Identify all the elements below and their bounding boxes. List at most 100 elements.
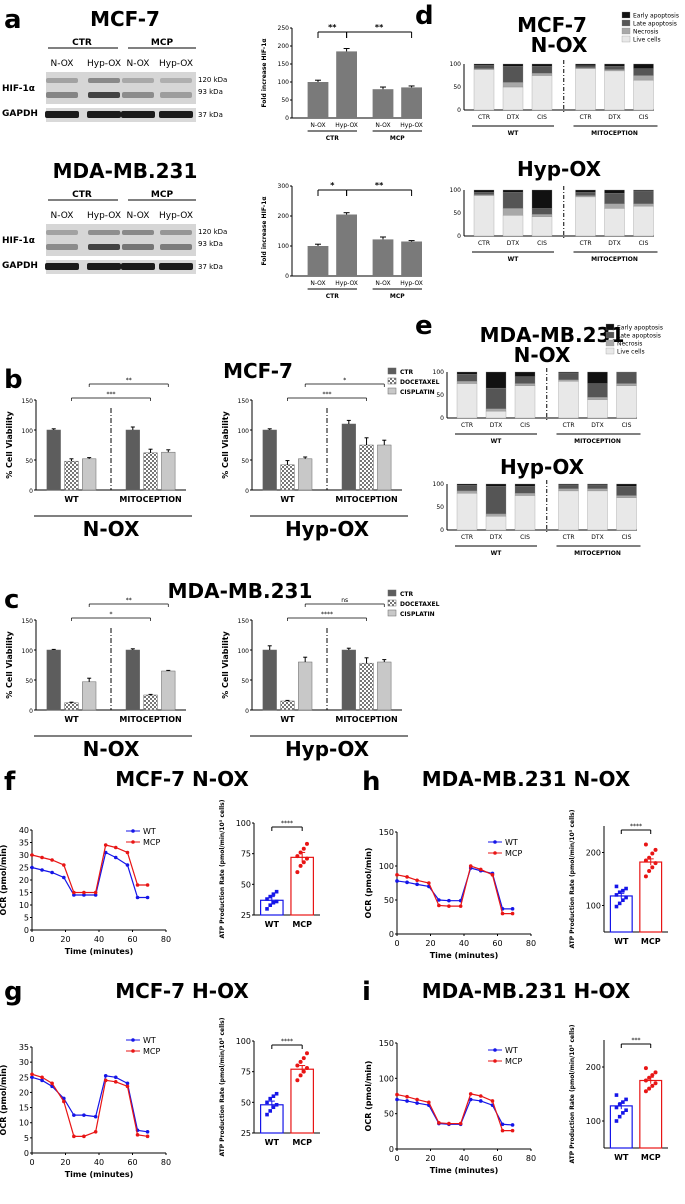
title-a-mda: MDA-MB.231 [53, 159, 198, 183]
group-label: WT [508, 130, 520, 137]
legend-label: WT [143, 827, 156, 836]
data-point-wt [265, 1100, 269, 1105]
y-tick-label: 50 [281, 97, 289, 104]
sig-label: ** [126, 377, 132, 384]
y-tick-label: 25 [241, 1129, 251, 1138]
y-axis-label: % Cell Viability [5, 630, 14, 698]
x-tick-label: MCP [641, 937, 661, 946]
x-tick-label: 80 [526, 1154, 536, 1163]
data-point-mcp [643, 842, 648, 847]
y-tick-label: 25 [241, 911, 251, 920]
y-axis-label: ATP Production Rate (pmol/min/10⁵ cells) [569, 1024, 576, 1163]
series-line-mcp [31, 1073, 148, 1137]
stack-live-cells [502, 86, 524, 111]
y-tick-label: 30 [19, 1058, 29, 1067]
y-tick-label: 100 [586, 1117, 601, 1126]
x-tick-label: Hyp-OX [400, 280, 423, 287]
y-tick-label: 50 [241, 1098, 251, 1107]
x-tick-label: DTX [507, 240, 519, 247]
y-tick-label: 75 [241, 1068, 251, 1077]
x-tick-label: DTX [490, 422, 502, 429]
sig-label: *** [323, 391, 332, 398]
sig-label: * [330, 181, 335, 190]
data-point-wt [40, 1078, 44, 1083]
bar-ctr [46, 429, 61, 491]
stack-live-cells [485, 410, 507, 419]
stack-necrosis [514, 493, 536, 496]
data-point-wt [268, 1109, 273, 1113]
legend-marker [131, 1038, 135, 1042]
bar [401, 241, 422, 276]
data-point-wt [478, 1099, 483, 1103]
bar-cisplatin [82, 681, 97, 711]
bar-docetaxel [64, 702, 79, 711]
stack-live-cells [531, 216, 553, 237]
blot-lane-label: Hyp-OX [87, 211, 121, 221]
bar-ctr [262, 429, 277, 491]
y-tick-label: 20 [19, 876, 29, 885]
data-point-mcp [298, 850, 303, 855]
sig-label: **** [630, 823, 642, 830]
group-label: MITOCEPTION [574, 550, 621, 557]
y-tick-label: 100 [236, 819, 251, 828]
x-tick-label: 80 [161, 935, 171, 944]
stack-necrosis [485, 513, 507, 517]
title-g: MCF-7 H-OX [115, 979, 249, 1003]
x-tick-label: 80 [161, 1158, 171, 1167]
data-point-wt [72, 893, 76, 897]
data-point-mcp [304, 1065, 309, 1070]
x-tick-label: 40 [459, 939, 469, 948]
sig-label: **** [281, 820, 293, 827]
legend-label: Early apoptosis [617, 325, 663, 332]
stack-necrosis [604, 69, 625, 72]
stack-early-apoptosis [604, 63, 625, 67]
group-label: WT [491, 438, 503, 445]
data-point-mcp [643, 874, 648, 879]
data-point-wt [621, 898, 625, 902]
data-point-wt [145, 1130, 150, 1134]
bar [336, 214, 357, 276]
y-tick-label: 250 [278, 25, 290, 32]
data-point-mcp [415, 1097, 419, 1102]
stack-necrosis [587, 488, 608, 492]
y-tick-label: 0 [440, 415, 444, 422]
series-line-wt [31, 1075, 148, 1133]
data-point-mcp [103, 843, 108, 847]
data-point-wt [265, 907, 269, 911]
data-point-mcp [427, 881, 431, 885]
data-point-mcp [301, 860, 306, 865]
group-label: MITOCEPTION [119, 715, 181, 724]
data-point-wt [93, 893, 98, 897]
stack-early-apoptosis [616, 483, 637, 487]
x-tick-label: Hyp-OX [400, 122, 423, 129]
title-h: MDA-MB.231 N-OX [422, 767, 631, 791]
blot-lane-label: Hyp-OX [159, 59, 193, 69]
blot-band-gapdh [45, 263, 79, 270]
sig-label: ** [126, 597, 132, 604]
legend-label: WT [505, 1046, 518, 1055]
data-point-mcp [653, 861, 658, 866]
data-point-mcp [30, 853, 34, 857]
stack-early-apoptosis [456, 371, 478, 375]
data-point-mcp [510, 1128, 515, 1133]
x-tick-label: 40 [459, 1154, 469, 1163]
x-tick-label: DTX [490, 534, 502, 541]
sig-label: ns [341, 597, 348, 604]
data-point-mcp [298, 863, 303, 868]
data-point-wt [50, 870, 54, 875]
y-tick-label: 10 [19, 901, 29, 910]
x-tick-label: DTX [591, 534, 603, 541]
data-point-wt [614, 1105, 619, 1110]
y-tick-label: 200 [278, 213, 290, 220]
stack-late-apoptosis [633, 190, 654, 204]
group-label: WT [280, 495, 295, 504]
sig-label: *** [107, 391, 116, 398]
x-tick-label: CTR [478, 240, 490, 247]
bar-ctr [125, 649, 140, 711]
blot-group-mcp: MCP [151, 190, 174, 200]
data-point-mcp [643, 858, 648, 863]
stack-early-apoptosis [587, 483, 608, 486]
x-tick-label: CIS [537, 240, 547, 247]
x-tick-label: 60 [492, 1154, 502, 1163]
y-axis-label: % Cell Viability [221, 410, 230, 478]
